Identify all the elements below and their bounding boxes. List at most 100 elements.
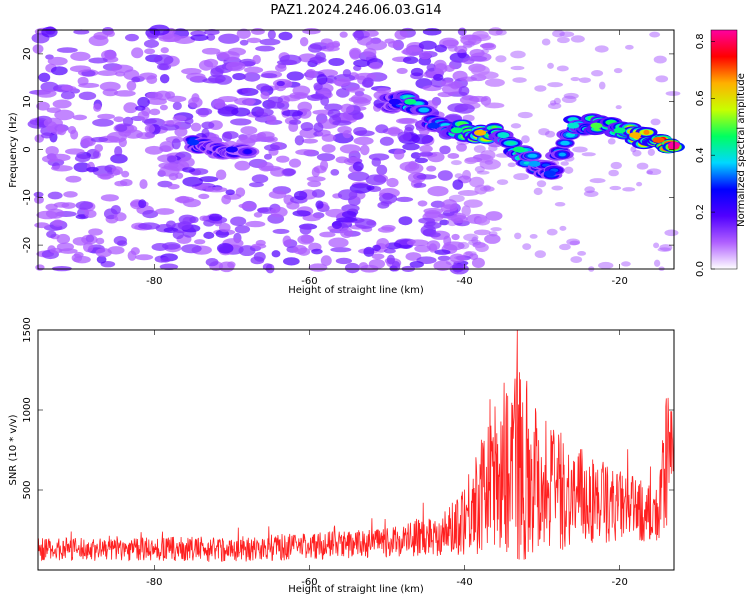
heatmap-noise-blob: [60, 91, 75, 100]
heatmap-noise-blob: [255, 45, 276, 52]
colorbar-gradient: [710, 29, 738, 270]
heatmap-noise-blob: [422, 27, 442, 36]
heatmap-noise-blob: [410, 67, 424, 77]
heatmap-noise-blob: [41, 26, 58, 38]
heatmap-noise-blob: [473, 229, 491, 236]
heatmap-noise-blob: [225, 61, 246, 72]
heatmap-noise-blob: [221, 194, 232, 205]
heatmap-noise-blob: [362, 77, 374, 88]
heatmap-noise-blob: [622, 187, 636, 192]
heatmap-noise-blob: [433, 73, 444, 81]
heatmap-noise-blob: [208, 213, 223, 222]
heatmap-noise-blob: [142, 209, 159, 219]
heatmap-noise-blob: [578, 77, 591, 83]
heatmap-noise-blob: [522, 243, 532, 250]
heatmap-signal-blob: [527, 153, 538, 158]
heatmap-noise-blob: [510, 65, 525, 71]
heatmap-noise-blob: [464, 157, 478, 165]
heatmap-noise-blob: [191, 93, 200, 103]
heatmap-noise-blob: [484, 102, 505, 109]
heatmap-noise-blob: [149, 108, 161, 116]
heatmap-noise-blob: [328, 237, 349, 248]
heatmap-signal-blob: [560, 140, 570, 146]
heatmap-noise-blob: [324, 103, 343, 112]
heatmap-noise-blob: [81, 234, 98, 245]
heatmap-noise-blob: [289, 119, 302, 125]
heatmap-noise-blob: [570, 35, 585, 43]
heatmap-noise-blob: [476, 170, 490, 175]
x-tick-label: -40: [456, 276, 472, 287]
heatmap-noise-blob: [299, 224, 312, 235]
heatmap-noise-blob: [194, 239, 206, 245]
heatmap-noise-blob: [160, 47, 169, 54]
heatmap-noise-blob: [227, 261, 236, 268]
heatmap-noise-blob: [166, 120, 175, 126]
heatmap-noise-blob: [340, 227, 354, 239]
heatmap-noise-blob: [547, 102, 562, 110]
heatmap-noise-blob: [445, 259, 458, 266]
heatmap-noise-blob: [354, 218, 377, 229]
heatmap-noise-blob: [51, 165, 73, 172]
heatmap-noise-blob: [47, 191, 63, 200]
heatmap-noise-blob: [256, 83, 271, 91]
heatmap-noise-blob: [358, 262, 369, 270]
heatmap-noise-blob: [238, 203, 257, 209]
heatmap-noise-blob: [45, 145, 59, 156]
spectrogram-x-axis: -80 -60 -40 -20: [146, 30, 628, 287]
heatmap-noise-blob: [167, 183, 180, 190]
heatmap-signal-peak: [528, 160, 541, 167]
colorbar-ticks: 0.0 0.2 0.4 0.6 0.8: [695, 33, 715, 277]
heatmap-noise-blob: [78, 91, 97, 101]
heatmap-noise-blob: [106, 131, 127, 143]
heatmap-noise-blob: [282, 168, 297, 176]
heatmap-noise-blob: [159, 123, 180, 131]
heatmap-noise-blob: [394, 29, 408, 40]
heatmap-noise-blob: [581, 152, 596, 157]
heatmap-noise-blob: [352, 161, 364, 172]
heatmap-noise-blob: [114, 145, 123, 157]
heatmap-noise-blob: [513, 173, 529, 181]
heatmap-noise-blob: [396, 67, 408, 74]
heatmap-noise-blob: [225, 189, 235, 196]
heatmap-noise-blob: [649, 31, 661, 38]
heatmap-noise-blob: [463, 199, 483, 208]
heatmap-noise-blob: [73, 29, 90, 35]
heatmap-noise-blob: [124, 33, 139, 42]
heatmap-noise-blob: [386, 177, 399, 188]
heatmap-noise-blob: [426, 63, 437, 72]
heatmap-noise-blob: [159, 104, 168, 111]
heatmap-noise-blob: [311, 189, 325, 198]
heatmap-noise-blob: [424, 210, 441, 219]
heatmap-noise-blob: [252, 54, 261, 65]
heatmap-noise-blob: [448, 81, 463, 89]
heatmap-noise-blob: [70, 51, 91, 62]
heatmap-noise-blob: [469, 48, 485, 58]
heatmap-noise-blob: [307, 180, 322, 188]
heatmap-noise-blob: [56, 47, 78, 53]
heatmap-noise-blob: [172, 230, 184, 240]
heatmap-noise-blob: [49, 123, 65, 135]
y-tick-label: 10: [22, 95, 33, 108]
heatmap-noise-blob: [653, 55, 667, 64]
spectrogram-panel: -80 -60 -40 -20 20 10 0 -10 -20 Height of strai…: [8, 24, 685, 296]
heatmap-noise-blob: [161, 242, 181, 250]
x-tick-label: -80: [146, 276, 162, 287]
heatmap-noise-blob: [607, 138, 616, 145]
heatmap-noise-blob: [45, 203, 58, 211]
heatmap-noise-blob: [218, 33, 240, 44]
y-tick-label: 0: [22, 146, 33, 152]
heatmap-noise-blob: [54, 109, 75, 121]
spectrogram-y-label: Frequency (Hz): [8, 112, 19, 188]
heatmap-noise-blob: [609, 185, 622, 191]
heatmap-noise-blob: [335, 217, 358, 223]
heatmap-noise-blob: [434, 63, 448, 74]
heatmap-noise-blob: [559, 243, 571, 251]
heatmap-noise-blob: [69, 65, 92, 73]
heatmap-noise-blob: [584, 186, 595, 194]
heatmap-noise-blob: [115, 124, 128, 132]
heatmap-noise-blob: [308, 43, 323, 53]
heatmap-noise-blob: [245, 220, 266, 228]
heatmap-noise-blob: [257, 207, 269, 213]
heatmap-noise-blob: [283, 194, 294, 205]
heatmap-noise-blob: [328, 57, 345, 67]
